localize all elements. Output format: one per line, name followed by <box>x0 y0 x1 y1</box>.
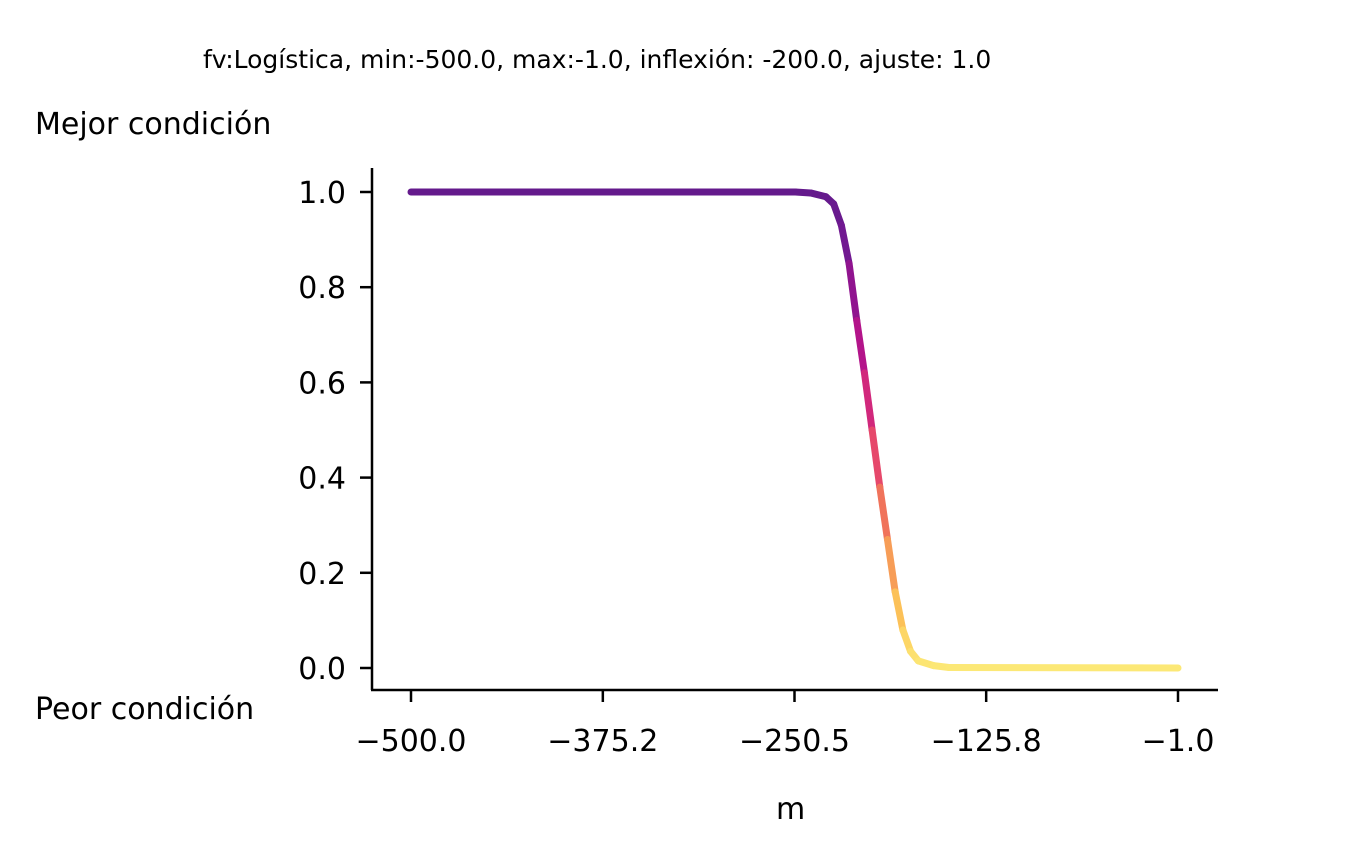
y-tick-label: 0.2 <box>298 557 346 592</box>
x-tick-label: −250.5 <box>739 724 850 759</box>
curve-segment <box>899 626 915 655</box>
curve-segment <box>830 200 845 229</box>
curve-segment <box>868 426 884 491</box>
y-tick-label: 1.0 <box>298 176 346 211</box>
y-tick-label: 0.6 <box>298 366 346 401</box>
curve-segment <box>860 369 876 434</box>
x-tick-label: −500.0 <box>355 724 466 759</box>
worst-condition-label: Peor condición <box>35 692 255 727</box>
best-condition-label: Mejor condición <box>35 107 272 142</box>
y-ticks: 0.0 0.2 0.4 0.6 0.8 1.0 <box>298 176 372 687</box>
y-tick-label: 0.8 <box>298 271 346 306</box>
y-tick-label: 0.0 <box>298 652 346 687</box>
x-tick-label: −375.2 <box>547 724 658 759</box>
curve-segment <box>891 588 907 634</box>
x-axis-label: m <box>776 792 806 827</box>
curve-segment <box>837 221 853 267</box>
curve-segment <box>876 483 891 543</box>
x-ticks: −500.0 −375.2 −250.5 −125.8 −1.0 <box>355 690 1214 759</box>
chart-title: fv:Logística, min:-500.0, max:-1.0, infl… <box>203 45 992 74</box>
y-tick-label: 0.4 <box>298 462 346 497</box>
curve-segment <box>853 317 868 377</box>
x-tick-label: −125.8 <box>931 724 1042 759</box>
x-tick-label: −1.0 <box>1142 724 1215 759</box>
curve-segment <box>883 535 899 596</box>
data-curve <box>407 188 1182 672</box>
curve-segment <box>845 259 861 325</box>
